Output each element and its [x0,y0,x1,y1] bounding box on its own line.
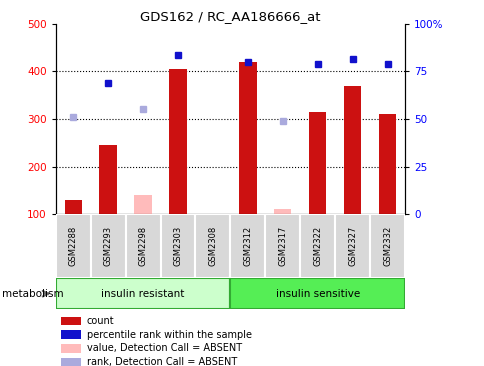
Bar [56,278,230,309]
Bar [230,278,404,309]
Bar [230,214,265,278]
Text: insulin resistant: insulin resistant [101,289,184,299]
Bar [56,214,91,278]
Title: GDS162 / RC_AA186666_at: GDS162 / RC_AA186666_at [140,10,320,23]
Text: GSM2293: GSM2293 [104,226,112,266]
Text: GSM2303: GSM2303 [173,226,182,266]
Bar [99,145,117,214]
Text: GSM2327: GSM2327 [348,226,356,266]
Bar [64,200,82,214]
Bar [169,69,186,214]
Bar [308,112,326,214]
Bar [61,330,80,339]
Text: GSM2298: GSM2298 [138,226,147,266]
Bar [343,86,361,214]
Bar [195,214,230,278]
Bar [61,358,80,366]
Bar [61,344,80,353]
Bar [160,214,195,278]
Text: GSM2288: GSM2288 [69,226,77,266]
Bar [125,214,160,278]
Text: GSM2308: GSM2308 [208,226,217,266]
Bar [265,214,300,278]
Text: GSM2317: GSM2317 [278,226,287,266]
Text: GSM2322: GSM2322 [313,226,321,266]
Bar [378,114,395,214]
Bar [61,317,80,325]
Text: rank, Detection Call = ABSENT: rank, Detection Call = ABSENT [87,357,237,366]
Text: GSM2312: GSM2312 [243,226,252,266]
Bar [239,62,256,214]
Text: value, Detection Call = ABSENT: value, Detection Call = ABSENT [87,343,242,354]
Bar [369,214,404,278]
Text: count: count [87,316,114,326]
Text: insulin sensitive: insulin sensitive [275,289,359,299]
Bar [91,214,125,278]
Bar [134,195,151,214]
Bar [273,209,291,214]
Text: percentile rank within the sample: percentile rank within the sample [87,330,251,340]
Bar [300,214,334,278]
Text: GSM2332: GSM2332 [382,226,391,266]
Text: metabolism: metabolism [2,289,64,299]
Bar [334,214,369,278]
